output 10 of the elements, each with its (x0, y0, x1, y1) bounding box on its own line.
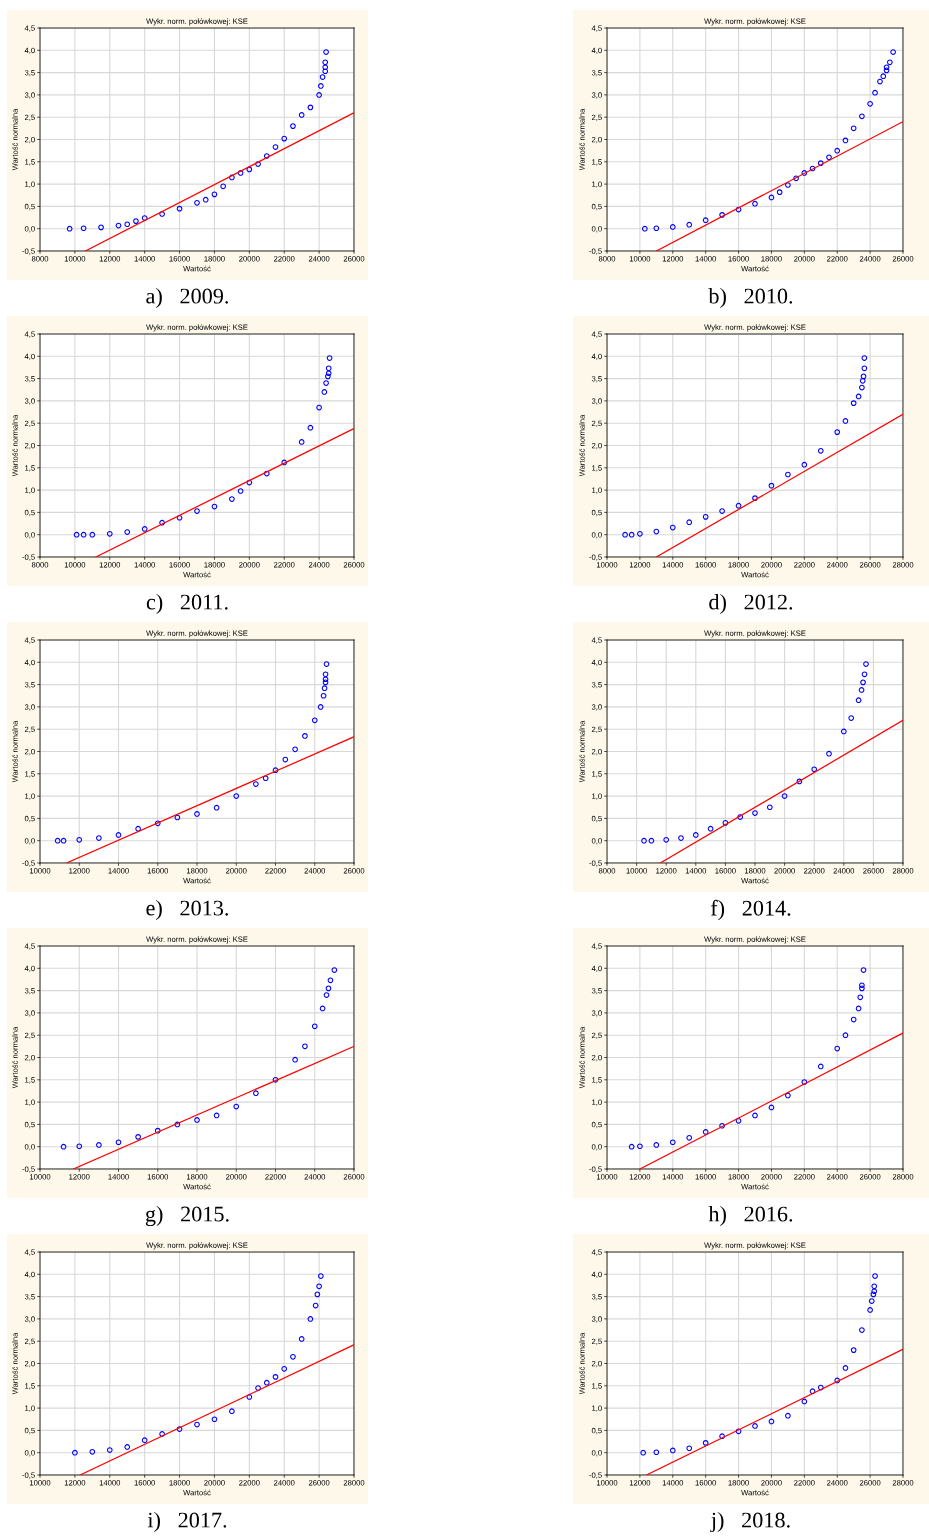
text: h) 2016. (708, 1205, 793, 1227)
text: b) 2010. (708, 287, 793, 309)
text: d) 2012. (709, 593, 793, 615)
text: i) 2017. (147, 1511, 227, 1533)
text: e) 2013. (146, 899, 228, 921)
text: f) 2014. (710, 899, 791, 921)
text: j) 2018. (710, 1511, 790, 1533)
text: g) 2015. (145, 1205, 229, 1227)
text: c) 2011. (146, 593, 228, 615)
text: a) 2009. (146, 287, 228, 309)
